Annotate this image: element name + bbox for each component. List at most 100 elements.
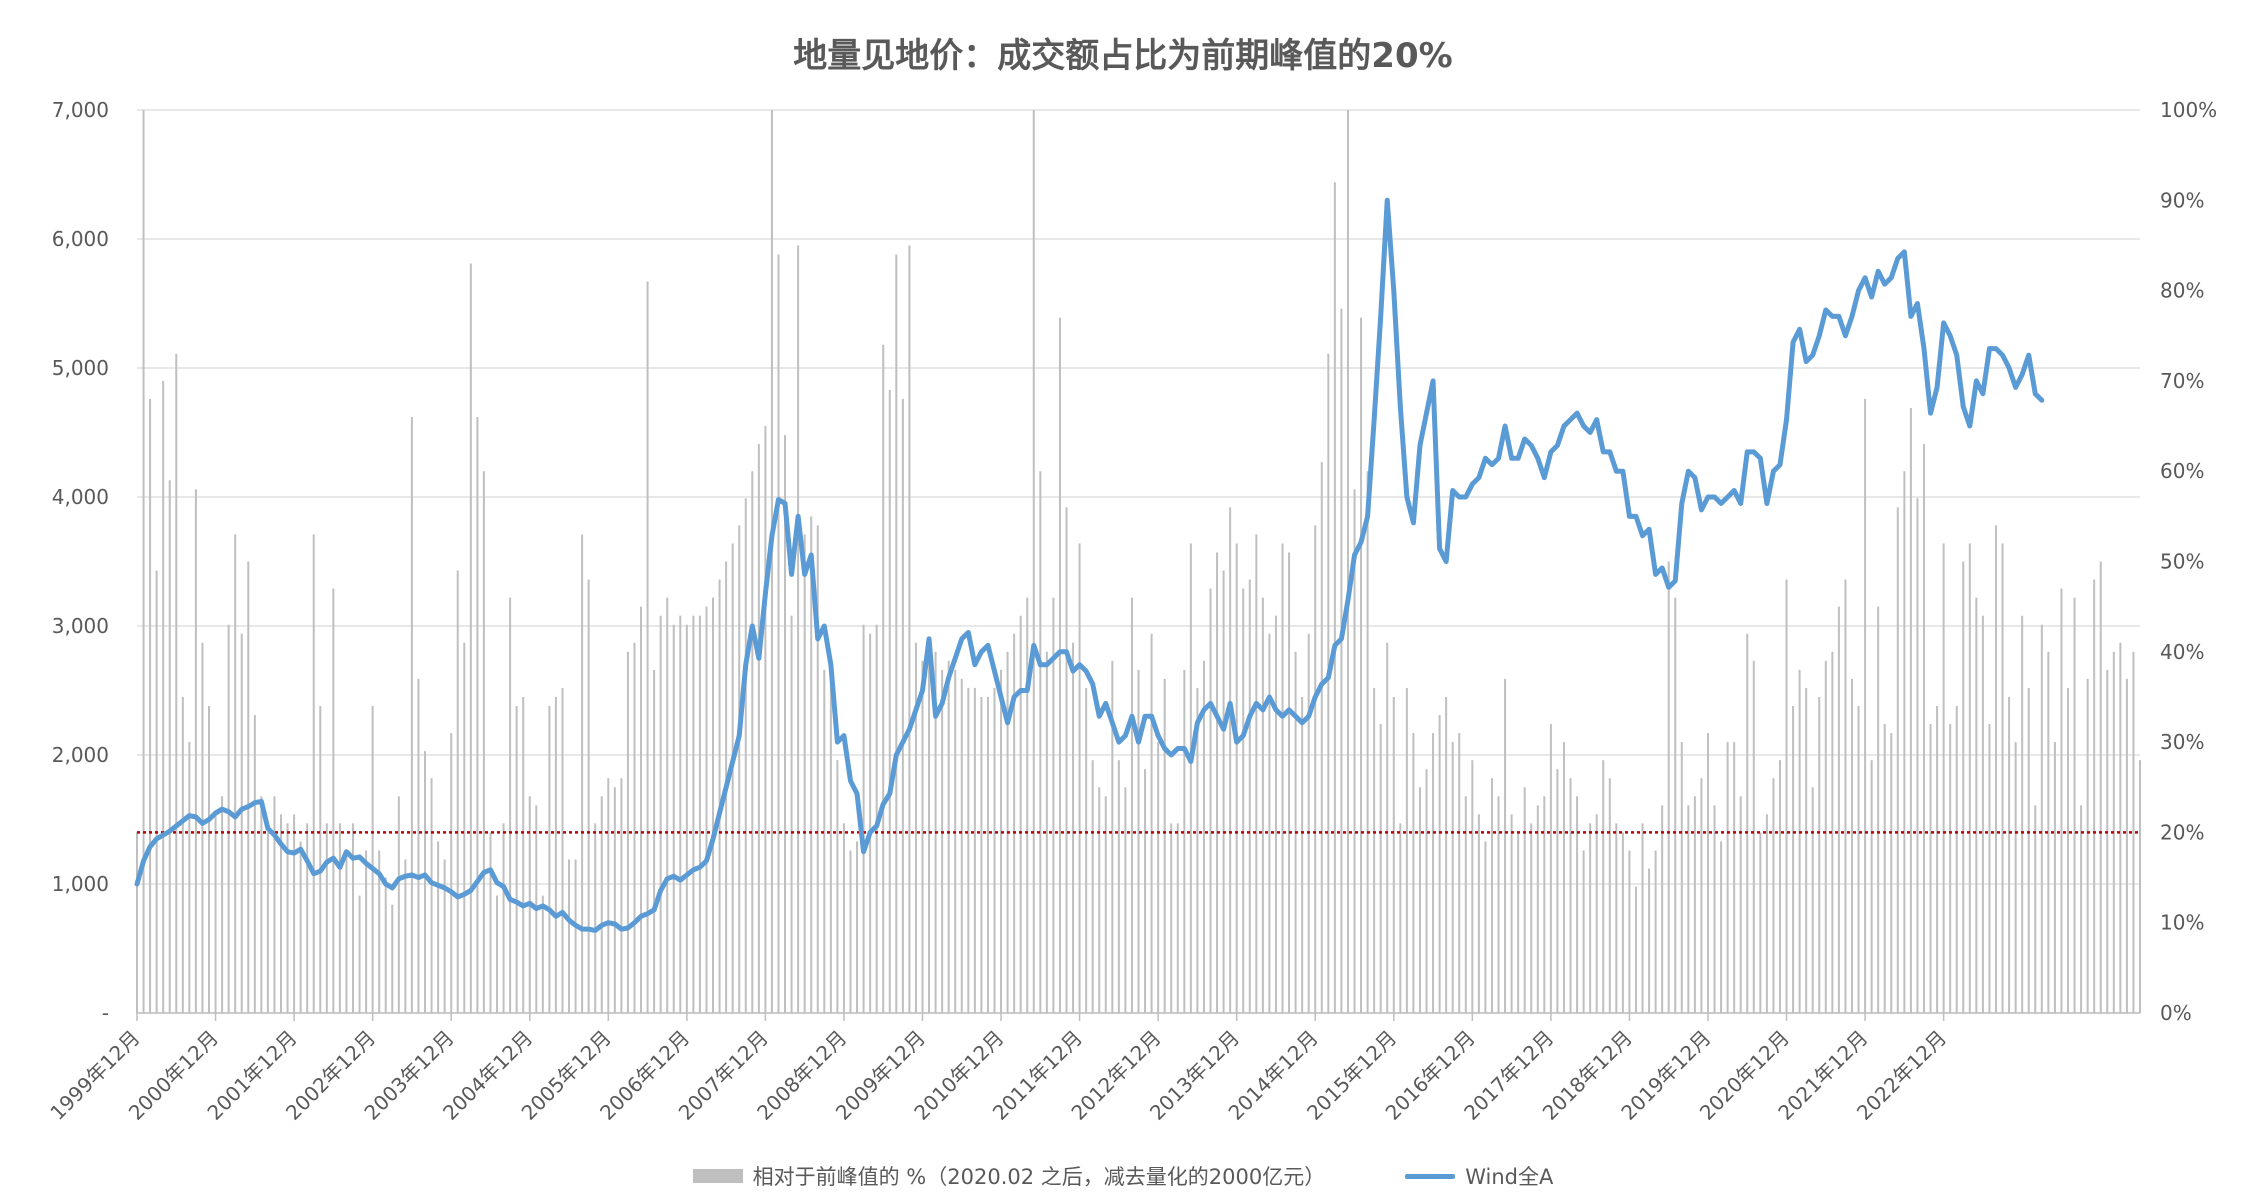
right-tick-label: 60%: [2160, 459, 2204, 483]
bar: [338, 823, 341, 1013]
bar: [1392, 696, 1395, 1013]
bar: [914, 642, 917, 1013]
bar: [2027, 687, 2030, 1013]
right-tick-label: 90%: [2160, 188, 2204, 212]
bar: [1248, 579, 1251, 1013]
bar: [1562, 742, 1565, 1013]
bar: [1595, 814, 1598, 1013]
bar: [1896, 507, 1899, 1013]
bar: [1445, 696, 1448, 1013]
bar: [1608, 778, 1611, 1013]
bar: [1936, 705, 1939, 1013]
bar: [1883, 724, 1886, 1013]
bar: [1189, 543, 1192, 1013]
bar: [541, 895, 544, 1013]
bar: [1497, 796, 1500, 1013]
bar: [1857, 705, 1860, 1013]
line-series: [134, 197, 2045, 933]
bar: [1320, 462, 1323, 1013]
bar: [829, 660, 832, 1013]
bar: [685, 624, 688, 1013]
bar: [1366, 471, 1369, 1013]
bar: [928, 642, 931, 1013]
bar: [1399, 823, 1402, 1013]
bar: [1805, 687, 1808, 1013]
right-tick-label: 70%: [2160, 369, 2204, 393]
bar: [2125, 678, 2128, 1013]
bar: [1137, 669, 1140, 1013]
bar: [554, 696, 557, 1013]
left-tick-label: 3,000: [52, 614, 109, 638]
bar: [352, 823, 355, 1013]
bar: [600, 796, 603, 1013]
bar: [1589, 823, 1592, 1013]
bar: [1052, 597, 1055, 1013]
left-tick-label: -: [102, 1001, 109, 1025]
bar: [1222, 570, 1225, 1013]
bar: [986, 696, 989, 1013]
chart-title: 地量见地价：成交额占比为前期峰值的20%: [793, 36, 1453, 76]
bar: [1144, 769, 1147, 1013]
left-tick-label: 5,000: [52, 356, 109, 380]
bar: [672, 624, 675, 1013]
bar: [1903, 471, 1906, 1013]
bar: [286, 823, 289, 1013]
bar: [1026, 597, 1029, 1013]
bar: [247, 561, 250, 1013]
bar: [522, 696, 525, 1013]
bar: [1183, 669, 1186, 1013]
bar: [2073, 597, 2076, 1013]
bar: [594, 823, 597, 1013]
bar: [1962, 561, 1965, 1013]
bar: [2106, 669, 2109, 1013]
bar: [1582, 850, 1585, 1013]
bar: [1968, 543, 1971, 1013]
bar: [358, 895, 361, 1013]
bar: [1975, 597, 1978, 1013]
bar: [1778, 760, 1781, 1013]
bar: [1556, 769, 1559, 1013]
bar: [1877, 606, 1880, 1013]
bar: [901, 398, 904, 1014]
bar: [397, 796, 400, 1013]
left-tick-label: 1,000: [52, 872, 109, 896]
legend-swatch-bars: [692, 1169, 743, 1183]
bar: [1471, 760, 1474, 1013]
bar: [1700, 778, 1703, 1013]
bar: [1837, 606, 1840, 1013]
bar: [1621, 832, 1624, 1013]
bar: [581, 534, 584, 1013]
left-tick-label: 6,000: [52, 227, 109, 251]
bar: [941, 669, 944, 1013]
bar: [1680, 742, 1683, 1013]
bar: [1798, 669, 1801, 1013]
bar: [666, 597, 669, 1013]
bar: [221, 796, 224, 1013]
bar: [273, 796, 276, 1013]
bar: [1373, 687, 1376, 1013]
bar: [1543, 796, 1546, 1013]
bar: [1301, 696, 1304, 1013]
bar: [1733, 742, 1736, 1013]
bar-series: [136, 110, 2141, 1014]
bar: [1765, 814, 1768, 1013]
bar: [1490, 778, 1493, 1013]
bar: [1000, 669, 1003, 1013]
bar: [208, 705, 211, 1013]
bar: [1706, 733, 1709, 1013]
bar: [430, 778, 433, 1013]
bar: [1484, 841, 1487, 1013]
bar: [1667, 561, 1670, 1013]
bar: [136, 832, 138, 1013]
bar: [266, 832, 269, 1013]
bar: [1065, 507, 1068, 1013]
bar: [1425, 769, 1428, 1013]
bar: [888, 389, 891, 1013]
bar: [1170, 823, 1173, 1013]
bar: [770, 110, 773, 1013]
bar: [227, 624, 230, 1013]
bar: [698, 615, 701, 1013]
bar: [1438, 715, 1441, 1013]
bar: [2066, 687, 2069, 1013]
